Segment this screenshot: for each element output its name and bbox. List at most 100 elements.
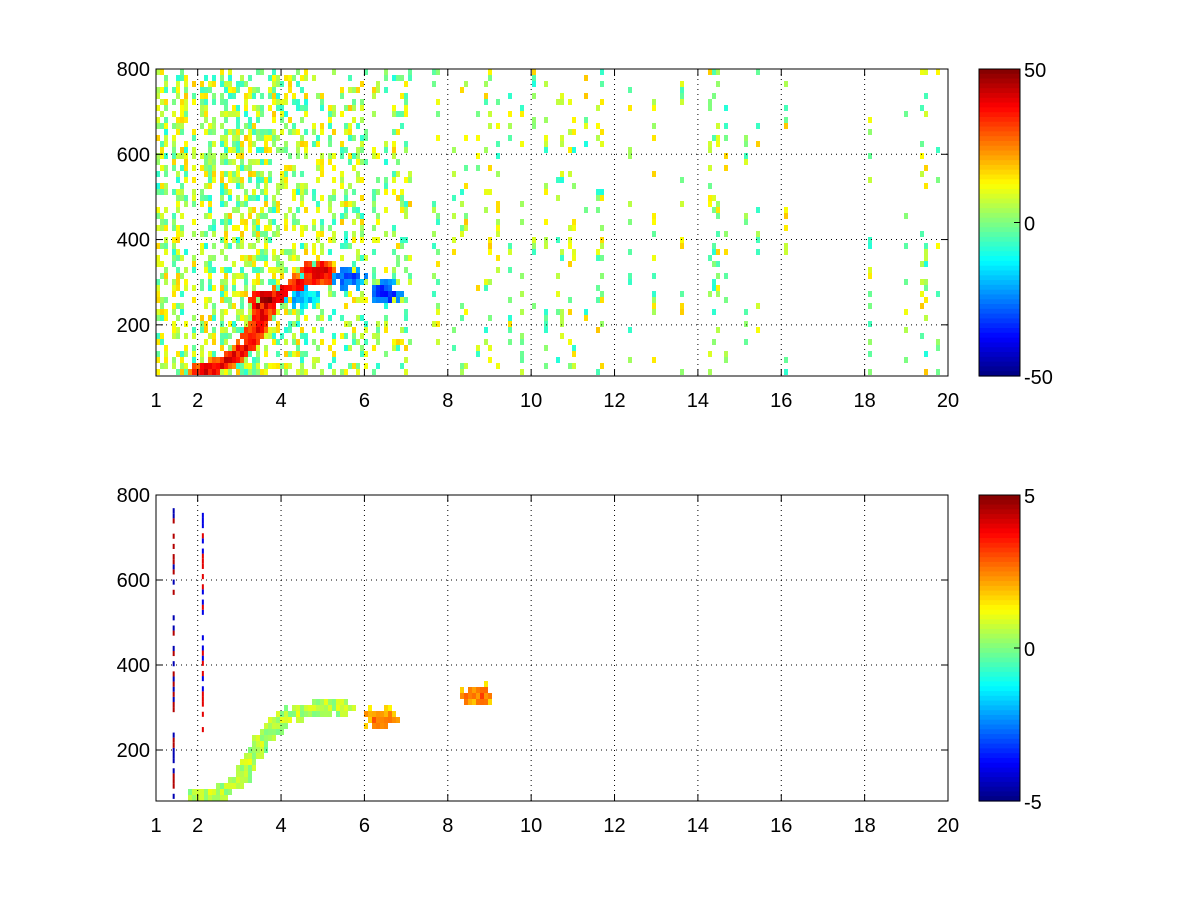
heatmap-cell	[240, 291, 244, 297]
heatmap-cell	[252, 159, 256, 165]
heatmap-cell	[708, 147, 712, 153]
heatmap-cell	[200, 123, 204, 129]
heatmap-cell	[224, 243, 228, 249]
colorbar-segment	[979, 78, 1020, 84]
heatmap-cell	[256, 321, 260, 327]
heatmap-cell	[260, 729, 264, 735]
heatmap-cell	[292, 249, 296, 255]
heatmap-cell	[248, 771, 252, 777]
heatmap-cell	[160, 153, 164, 159]
heatmap-cell	[280, 333, 284, 339]
y-tick-label: 600	[117, 144, 150, 166]
heatmap-cell	[280, 273, 284, 279]
heatmap-cell	[280, 297, 284, 303]
heatmap-cell	[320, 699, 324, 705]
heatmap-cell	[164, 279, 168, 285]
heatmap-cell	[172, 189, 176, 195]
heatmap-cell	[724, 351, 728, 357]
heatmap-cell	[464, 693, 468, 699]
heatmap-cell	[392, 267, 396, 273]
heatmap-cell	[320, 267, 324, 273]
heatmap-cell	[328, 225, 332, 231]
heatmap-cell	[384, 177, 388, 183]
streak-segment	[172, 691, 175, 697]
heatmap-cell	[304, 75, 308, 81]
heatmap-cell	[600, 189, 604, 195]
colorbar-segment	[979, 332, 1020, 339]
heatmap-cell	[156, 315, 160, 321]
heatmap-cell	[396, 297, 400, 303]
heatmap-cell	[220, 345, 224, 351]
colorbar-segment	[979, 145, 1020, 152]
colorbar-segment	[979, 714, 1020, 721]
heatmap-cell	[316, 303, 320, 309]
heatmap-cell	[360, 135, 364, 141]
x-tick-label: 16	[770, 815, 792, 837]
heatmap-cell	[404, 327, 408, 333]
heatmap-cell	[300, 291, 304, 297]
heatmap-cell	[652, 171, 656, 177]
heatmap-cell	[304, 303, 308, 309]
heatmap-cell	[164, 129, 168, 135]
heatmap-cell	[744, 153, 748, 159]
heatmap-cell	[260, 177, 264, 183]
heatmap-cell	[252, 207, 256, 213]
heatmap-cell	[200, 81, 204, 87]
heatmap-cell	[348, 201, 352, 207]
colorbar-segment	[979, 188, 1020, 195]
heatmap-cell	[284, 123, 288, 129]
heatmap-cell	[464, 135, 468, 141]
heatmap-cell	[180, 69, 184, 75]
heatmap-cell	[488, 699, 492, 705]
heatmap-cell	[488, 243, 492, 249]
heatmap-cell	[408, 255, 412, 261]
heatmap-cell	[244, 327, 248, 333]
heatmap-cell	[508, 93, 512, 99]
heatmap-cell	[360, 147, 364, 153]
heatmap-cell	[264, 297, 268, 303]
heatmap-cell	[228, 351, 232, 357]
heatmap-cell	[212, 351, 216, 357]
heatmap-cell	[208, 147, 212, 153]
heatmap-cell	[708, 291, 712, 297]
heatmap-cell	[628, 201, 632, 207]
heatmap-cell	[160, 111, 164, 117]
heatmap-cell	[924, 165, 928, 171]
heatmap-cell	[292, 189, 296, 195]
heatmap-cell	[496, 201, 500, 207]
colorbar-segment	[979, 528, 1020, 534]
heatmap-cell	[560, 177, 564, 183]
heatmap-cell	[232, 261, 236, 267]
heatmap-cell	[204, 171, 208, 177]
heatmap-cell	[316, 135, 320, 141]
x-tick-label: 4	[275, 815, 286, 837]
heatmap-cell	[300, 351, 304, 357]
heatmap-cell	[240, 81, 244, 87]
heatmap-cell	[220, 135, 224, 141]
heatmap-cell	[208, 333, 212, 339]
heatmap-cell	[556, 99, 560, 105]
heatmap-cell	[924, 285, 928, 291]
heatmap-cell	[244, 759, 248, 765]
heatmap-cell	[312, 189, 316, 195]
heatmap-cell	[320, 165, 324, 171]
heatmap-cell	[260, 213, 264, 219]
heatmap-cell	[276, 93, 280, 99]
colorbar-segment	[979, 628, 1020, 635]
heatmap-cell	[220, 789, 224, 795]
heatmap-cell	[348, 291, 352, 297]
heatmap-cell	[312, 339, 316, 345]
heatmap-cell	[532, 75, 536, 81]
heatmap-cell	[264, 129, 268, 135]
colorbar-segment	[979, 499, 1020, 506]
heatmap-cell	[256, 357, 260, 363]
heatmap-cell	[404, 111, 408, 117]
heatmap-cell	[784, 357, 788, 363]
colorbar-segment	[979, 155, 1020, 161]
heatmap-cell	[936, 177, 940, 183]
heatmap-cell	[288, 87, 292, 93]
colorbar: 50-5	[978, 486, 1042, 814]
heatmap-cell	[284, 141, 288, 147]
heatmap-cell	[496, 219, 500, 225]
colorbar-segment	[979, 337, 1020, 344]
